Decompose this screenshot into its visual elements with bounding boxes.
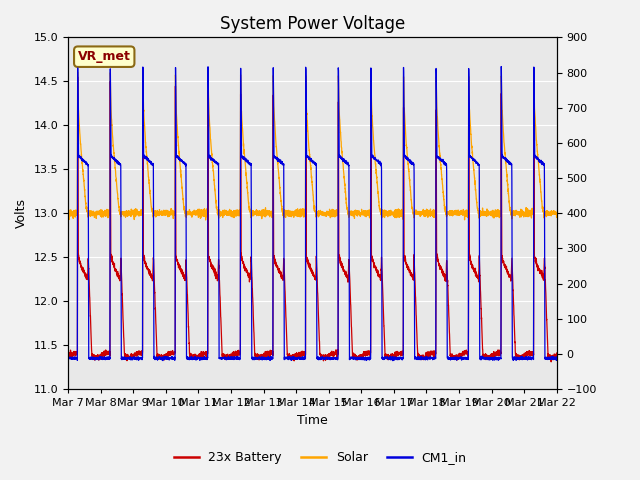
- Title: System Power Voltage: System Power Voltage: [220, 15, 405, 33]
- Legend: 23x Battery, Solar, CM1_in: 23x Battery, Solar, CM1_in: [168, 446, 472, 469]
- X-axis label: Time: Time: [297, 414, 328, 427]
- Y-axis label: Volts: Volts: [15, 198, 28, 228]
- Text: VR_met: VR_met: [78, 50, 131, 63]
